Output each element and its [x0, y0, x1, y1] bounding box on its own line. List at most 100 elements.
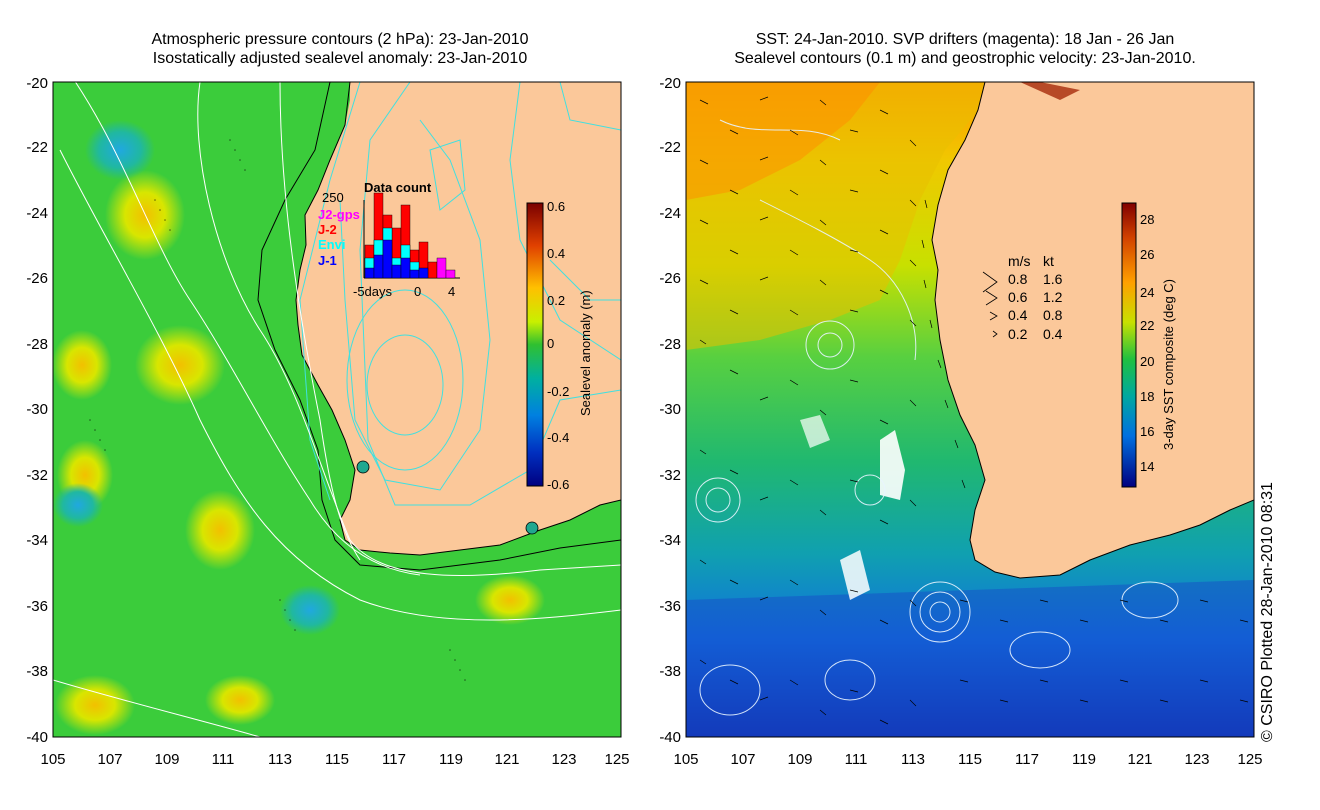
lon-tick: 123	[551, 751, 576, 768]
sla-colorbar-ramp	[526, 202, 544, 487]
geostrophic-velocity	[699, 96, 1249, 725]
anomaly-low	[85, 120, 155, 180]
sla-tick: -0.2	[547, 384, 569, 399]
legend-j1: J-1	[318, 253, 337, 268]
legend-envi: Envi	[318, 237, 345, 252]
cold-water	[686, 580, 1254, 737]
sst-colorbar: 28 26 24 22 20 18 16 14 3-day SST compos…	[1121, 202, 1176, 488]
lon-tick: 119	[439, 751, 463, 768]
anomaly-high	[205, 675, 275, 725]
left-lon-ticks: 105 107 109 111 113 115 117 119 121 123 …	[40, 751, 629, 768]
inset-bars	[364, 192, 456, 279]
sealevel-contours	[695, 119, 1179, 716]
sla-tick: -0.4	[547, 430, 569, 445]
sst-tick: 20	[1140, 354, 1154, 369]
warm-water	[686, 82, 880, 200]
sst-colorbar-ticks: 28 26 24 22 20 18 16 14	[1140, 212, 1154, 474]
lat-tick: -38	[659, 663, 681, 680]
left-title-line2: Isostatically adjusted sealevel anomaly:…	[152, 50, 528, 67]
coastline-sst	[931, 82, 1254, 579]
anomaly-high	[475, 575, 545, 625]
lat-tick: -28	[659, 336, 681, 353]
lon-tick: 107	[730, 751, 755, 768]
right-lat-ticks: -20 -22 -24 -26 -28 -30 -32 -34 -36 -38 …	[659, 75, 681, 746]
lon-tick: 111	[845, 751, 868, 768]
right-panel-title: SST: 24-Jan-2010. SVP drifters (magenta)…	[680, 30, 1250, 68]
lat-tick: -22	[659, 139, 681, 156]
left-lat-ticks: -20 -22 -24 -26 -28 -30 -32 -34 -36 -38 …	[26, 75, 48, 746]
shelf-isobath	[257, 82, 621, 571]
lon-tick: 117	[382, 751, 406, 768]
lon-tick: 125	[604, 751, 629, 768]
sst-tick: 26	[1140, 247, 1154, 262]
lat-tick: -30	[26, 401, 48, 418]
lon-tick: 105	[40, 751, 65, 768]
lon-tick: 115	[958, 751, 982, 768]
credit-text: © CSIRO Plotted 28-Jan-2010 08:31	[1259, 482, 1276, 742]
lat-tick: -20	[659, 75, 681, 92]
sst-tick: 22	[1140, 318, 1154, 333]
sst-tick: 16	[1140, 424, 1154, 439]
velocity-ms: 0.2	[1008, 326, 1028, 342]
lat-tick: -30	[659, 401, 681, 418]
lon-tick: 119	[1072, 751, 1096, 768]
velocity-ms: 0.8	[1008, 271, 1028, 287]
lon-tick: 113	[901, 751, 925, 768]
sla-tick: -0.6	[547, 477, 569, 492]
data-count-ymax: 250	[322, 190, 344, 205]
lat-tick: -34	[659, 532, 681, 549]
sst-tick: 24	[1140, 285, 1154, 300]
velocity-row: 0.4 0.8	[989, 307, 1063, 323]
anomaly-high	[135, 325, 225, 405]
velocity-kt: 0.4	[1043, 326, 1063, 342]
lon-tick: 121	[1127, 751, 1152, 768]
left-panel-title: Atmospheric pressure contours (2 hPa): 2…	[60, 30, 620, 68]
arrow-icon	[982, 271, 998, 293]
sla-tick: 0	[547, 336, 554, 351]
left-axes-frame	[52, 81, 622, 738]
right-title-line1: SST: 24-Jan-2010. SVP drifters (magenta)…	[755, 31, 1175, 48]
left-title-line1: Atmospheric pressure contours (2 hPa): 2…	[151, 31, 529, 48]
data-count-inset: Data count 250 J2-gps J-2 Envi J-1	[318, 180, 460, 299]
right-map	[686, 82, 1254, 737]
velocity-row: 0.6 1.2	[985, 289, 1063, 306]
lon-tick: 125	[1237, 751, 1262, 768]
sst-tick: 28	[1140, 212, 1154, 227]
velocity-kt: 0.8	[1043, 307, 1063, 323]
legend-j2gps: J2-gps	[318, 207, 360, 222]
right-axes-frame	[685, 81, 1255, 738]
sla-colorbar-ticks: 0.6 0.4 0.2 0 -0.2 -0.4 -0.6	[547, 199, 569, 492]
lon-tick: 109	[787, 751, 812, 768]
lon-tick: 117	[1015, 751, 1039, 768]
anomaly-low	[280, 585, 340, 635]
cloud-mask	[880, 430, 905, 500]
velocity-row: 0.8 1.6	[982, 271, 1063, 293]
sla-colorbar: 0.6 0.4 0.2 0 -0.2 -0.4 -0.6 Sealevel an…	[526, 199, 593, 492]
cloud-mask	[800, 415, 830, 448]
hot-coast	[990, 82, 1080, 100]
right-lon-ticks: 105 107 109 111 113 115 117 119 121 123 …	[673, 751, 1262, 768]
inset-xtick: -5days	[353, 284, 393, 299]
island	[525, 521, 539, 535]
arrow-icon	[992, 330, 998, 338]
sla-tick: 0.6	[547, 199, 565, 214]
lat-tick: -34	[26, 532, 48, 549]
velocity-ms: 0.4	[1008, 307, 1028, 323]
lon-tick: 109	[154, 751, 179, 768]
velocity-kt: 1.2	[1043, 289, 1063, 305]
anomaly-high	[53, 330, 112, 400]
velocity-kt: 1.6	[1043, 271, 1063, 287]
altimeter-tracks	[89, 139, 466, 681]
white-contours	[53, 82, 621, 737]
lon-tick: 107	[97, 751, 122, 768]
arrow-icon	[985, 290, 998, 306]
inset-xtick: 0	[414, 284, 421, 299]
lat-tick: -20	[26, 75, 48, 92]
lat-tick: -24	[26, 205, 48, 222]
anomaly-high	[185, 490, 255, 570]
anomaly-high	[55, 675, 135, 735]
sst-colorbar-label: 3-day SST composite (deg C)	[1161, 279, 1176, 450]
sst-tick: 14	[1140, 459, 1154, 474]
velocity-ms: 0.6	[1008, 289, 1028, 305]
